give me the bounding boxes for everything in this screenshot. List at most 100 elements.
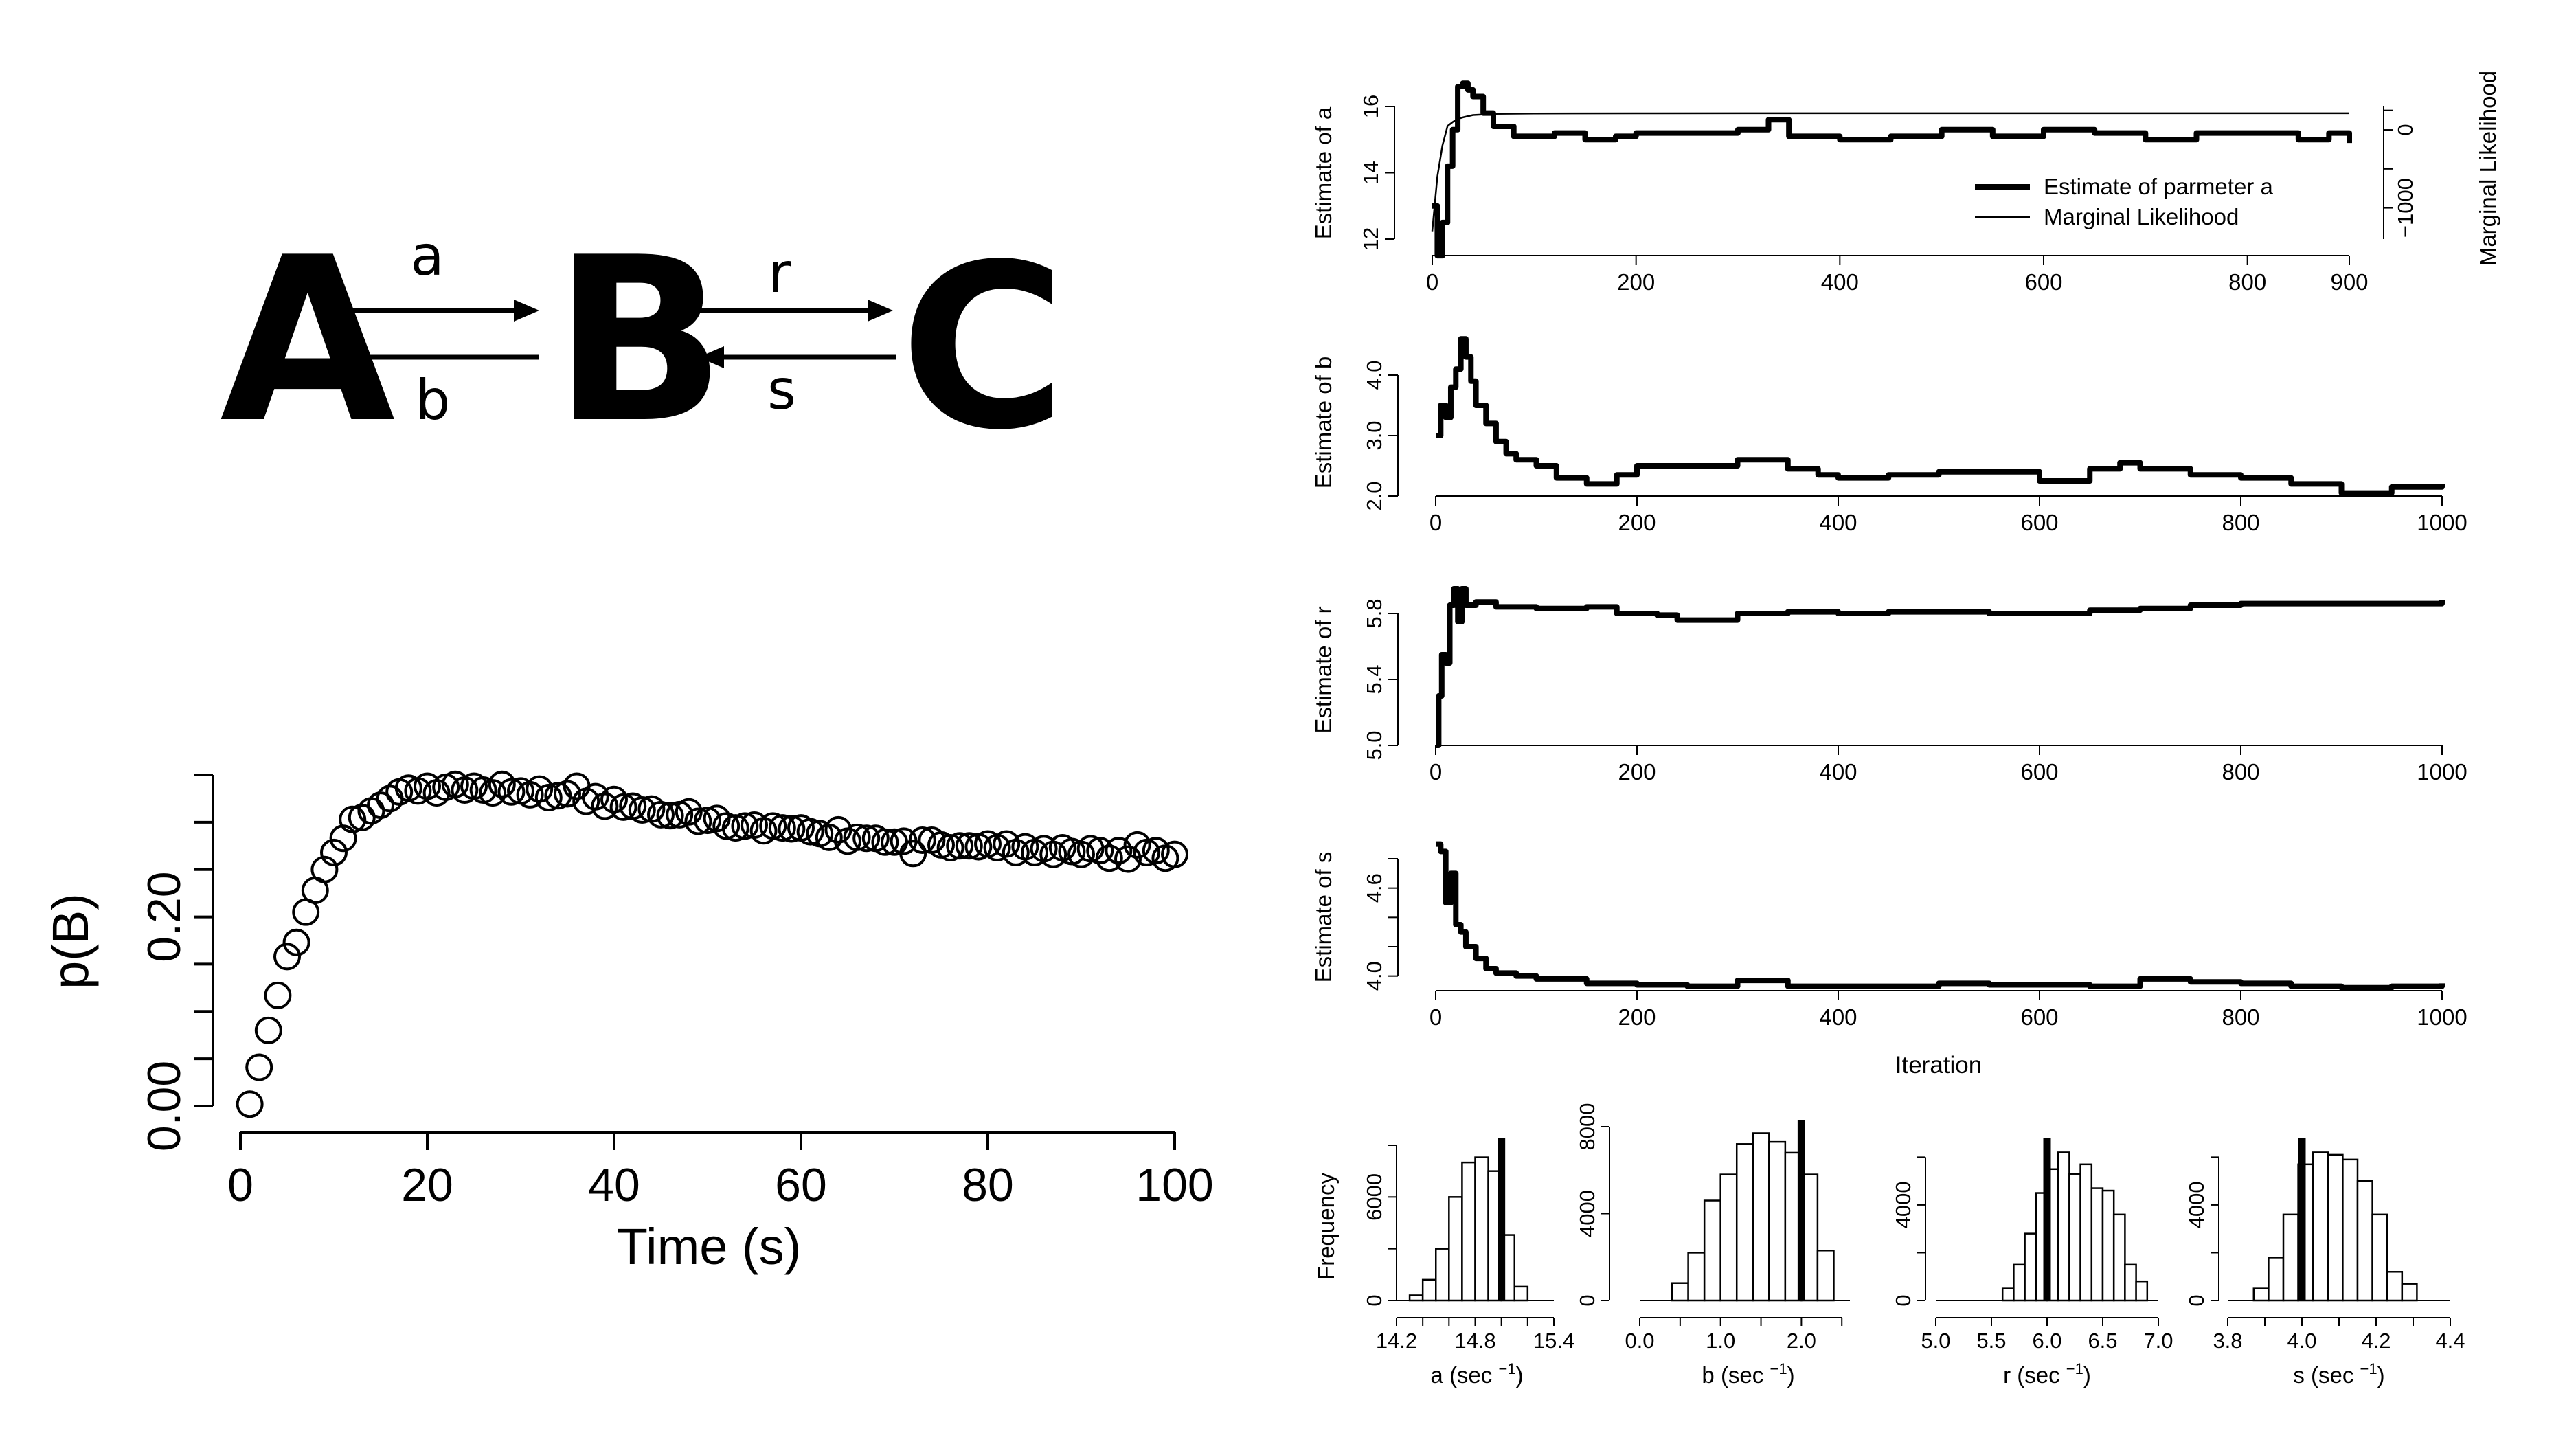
trace-b-y-tick-label: 2.0 — [1362, 481, 1386, 510]
hist-b-bar — [1671, 1282, 1689, 1302]
pb-data-point — [367, 791, 394, 820]
trace-a-series-line — [1432, 80, 2352, 259]
trace-r-chart: Estimate of r 5.0 5.4 5.8 0 200 400 600 800 1000 — [1311, 586, 2467, 785]
hist-r-bar — [2024, 1232, 2037, 1302]
hist-s-x-tick-label: 3.8 — [2213, 1329, 2242, 1353]
hist-a-bar — [1435, 1248, 1450, 1302]
pb-data-point — [778, 815, 806, 843]
trace-a-x-tick-label: 900 — [2330, 269, 2368, 295]
hist-a-x-tick-label: 15.4 — [1533, 1329, 1574, 1353]
trace-b-x-tick-label: 200 — [1618, 510, 1656, 535]
hist-b-bar — [1752, 1132, 1770, 1302]
pb-data-point — [264, 981, 292, 1009]
trace-r-x-tick-label: 600 — [2020, 759, 2058, 785]
trace-a-y-tick-label: 12 — [1359, 227, 1383, 251]
pb-data-point — [534, 784, 563, 812]
pb-data-point — [1142, 837, 1170, 865]
hist-a-bar — [1461, 1161, 1476, 1302]
trace-r-x-tick-label: 400 — [1819, 759, 1857, 785]
pb-data-point — [852, 824, 881, 853]
species-a: A — [220, 209, 397, 473]
trace-a-x-tick-label: 800 — [2228, 269, 2266, 295]
trace-b-y-tick-label: 4.0 — [1362, 360, 1386, 390]
hist-b-y-tick-label: 0 — [1575, 1294, 1599, 1306]
hist-s-x-tick-label: 4.4 — [2435, 1329, 2465, 1353]
trace-s-x-tick-label: 1000 — [2417, 1004, 2467, 1030]
hist-s-x-tick-label: 4.2 — [2361, 1329, 2391, 1353]
hist-b-bar — [1703, 1199, 1721, 1302]
trace-a-y2label: Marginal Likelihood — [2475, 71, 2500, 266]
trace-s-x-tick-label: 0 — [1430, 1004, 1442, 1030]
pb-data-point — [414, 772, 441, 800]
pb-data-point — [600, 785, 628, 813]
hist-r-bar — [2001, 1287, 2015, 1302]
hist-b-xlabel: b (sec −1) — [1702, 1360, 1794, 1388]
pb-data-point — [236, 1090, 264, 1118]
trace-a-x-tick-label: 0 — [1426, 269, 1438, 295]
trace-s-xlabel: Iteration — [1895, 1052, 1982, 1079]
hist-r-bar — [2101, 1189, 2115, 1302]
hist-s-y-tick-label: 0 — [2184, 1294, 2208, 1306]
hist-s-bar — [2268, 1257, 2285, 1302]
hist-b-y-tick-label: 4000 — [1575, 1190, 1599, 1237]
hist-r-bar — [2090, 1187, 2104, 1302]
pb-data-point — [526, 775, 554, 803]
pb-data-point — [1161, 840, 1188, 868]
pb-data-point — [497, 778, 526, 806]
pb-y-tick-label: 0.20 — [138, 871, 190, 962]
hist-s-x-tick-label: 4.0 — [2287, 1329, 2316, 1353]
rate-label-s: s — [767, 358, 796, 422]
trace-r-y-tick-label: 5.4 — [1362, 664, 1386, 694]
hist-s-bar — [2252, 1287, 2270, 1302]
hist-r-y-tick-label: 4000 — [1891, 1181, 1915, 1228]
trace-a-chart: Estimate of a Marginal Likelihood 12 14 16… — [1311, 71, 2500, 295]
hist-r-x-tick-label: 7.0 — [2143, 1329, 2173, 1353]
trace-b-chart: Estimate of b 2.0 3.0 4.0 0 200 400 600 800 1000 — [1311, 336, 2467, 535]
pb-data-point — [1105, 837, 1133, 865]
trace-r-series-line — [1436, 586, 2445, 748]
hist-a-bar — [1448, 1196, 1463, 1302]
hist-r-bar — [2112, 1213, 2126, 1302]
trace-s-chart: Estimate of s Iteration 4.0 4.6 0 200 400 600… — [1311, 841, 2467, 1079]
pb-data-point — [1114, 845, 1142, 873]
hist-r-x-tick-label: 6.5 — [2088, 1329, 2117, 1353]
trace-a-legend-label: Estimate of parmeter a — [2044, 174, 2273, 199]
trace-r-x-tick-label: 0 — [1430, 759, 1442, 785]
trace-s-y-tick-label: 4.6 — [1362, 873, 1386, 903]
pb-data-point — [694, 807, 721, 835]
arrow-r-forward-head — [868, 300, 893, 322]
arrow-a-forward-head — [514, 300, 539, 322]
hist-a-y-tick-label: 0 — [1362, 1294, 1386, 1306]
trace-r-x-tick-label: 1000 — [2417, 759, 2467, 785]
pb-data-point — [656, 802, 684, 830]
trace-a-ylabel: Estimate of a — [1311, 106, 1336, 239]
hist-a-bar — [1408, 1294, 1424, 1302]
rate-label-r: r — [769, 241, 791, 305]
pb-data-point — [843, 823, 871, 851]
hist-r-x-tick-label: 5.0 — [1921, 1329, 1950, 1353]
trace-b-y-tick-label: 3.0 — [1362, 420, 1386, 450]
pb-data-point — [245, 1053, 273, 1081]
pb-data-point — [554, 780, 581, 808]
pb-data-point — [339, 805, 367, 833]
pb-data-point — [955, 832, 983, 860]
trace-a-x-tick-label: 400 — [1821, 269, 1859, 295]
hist-s-bar — [2371, 1213, 2388, 1302]
trace-s-x-tick-label: 200 — [1618, 1004, 1656, 1030]
pb-x-tick-label: 80 — [962, 1159, 1014, 1211]
pb-data-point — [721, 814, 749, 842]
rate-label-b: b — [416, 368, 451, 432]
pb-data-point — [1095, 844, 1123, 872]
pb-chart-ylabel: p(B) — [42, 893, 99, 989]
arrow-s-backward-head — [699, 346, 724, 368]
trace-a-y2-tick-label: 0 — [2393, 124, 2417, 135]
trace-a-y-tick-label: 16 — [1359, 95, 1383, 118]
trace-a-x-tick-label: 600 — [2024, 269, 2062, 295]
trace-s-ylabel: Estimate of s — [1311, 852, 1336, 983]
trace-s-x-tick-label: 400 — [1819, 1004, 1857, 1030]
hist-b-y-tick-label: 8000 — [1575, 1103, 1599, 1151]
hist-s-bar — [2356, 1180, 2373, 1302]
trace-a-y2-tick-label: −1000 — [2393, 178, 2417, 238]
pb-data-point — [329, 824, 357, 853]
trace-s-y-tick-label: 4.0 — [1362, 961, 1386, 991]
